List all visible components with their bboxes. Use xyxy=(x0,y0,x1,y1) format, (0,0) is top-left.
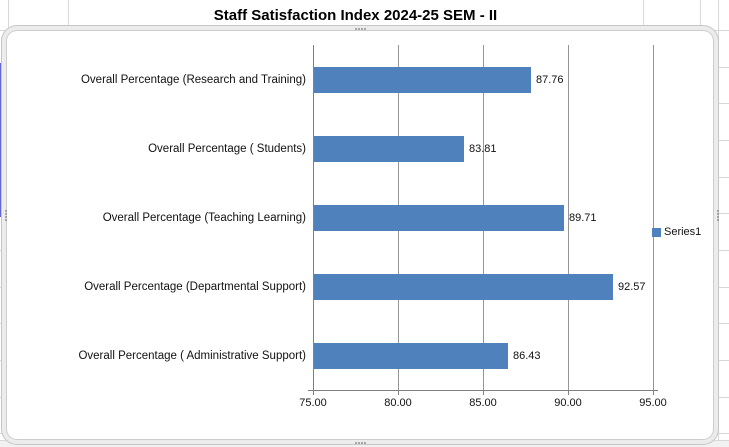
selection-handle-bottom[interactable] xyxy=(354,441,366,445)
category-label: Overall Percentage ( Administrative Supp… xyxy=(78,350,306,362)
value-axis-tick xyxy=(483,390,484,395)
value-axis-tick-label: 90.00 xyxy=(554,397,582,409)
sheet-gridline-col xyxy=(718,0,719,447)
category-label: Overall Percentage (Research and Trainin… xyxy=(80,74,306,86)
data-label: 83.81 xyxy=(469,143,497,155)
value-axis-tick-label: 85.00 xyxy=(469,397,497,409)
value-axis-tick-label: 80.00 xyxy=(384,397,412,409)
chart-gridline xyxy=(568,45,569,390)
selection-handle-left[interactable] xyxy=(4,209,8,221)
data-label: 89.71 xyxy=(569,212,597,224)
value-axis-tick xyxy=(568,390,569,395)
category-label: Overall Percentage (Teaching Learning) xyxy=(102,212,306,224)
data-label: 87.76 xyxy=(536,74,564,86)
bar[interactable] xyxy=(314,343,508,369)
value-axis-tick-label: 95.00 xyxy=(639,397,667,409)
value-axis-tick-label: 75.00 xyxy=(299,397,327,409)
chart-object[interactable]: 87.76 Overall Percentage (Research and Tr… xyxy=(7,31,713,439)
value-axis-tick xyxy=(653,390,654,395)
data-label: 86.43 xyxy=(513,350,541,362)
category-label: Overall Percentage ( Students) xyxy=(148,143,306,155)
cell-chart-title[interactable]: Staff Satisfaction Index 2024-25 SEM - I… xyxy=(213,7,498,24)
value-axis-tick xyxy=(398,390,399,395)
selection-handle-right[interactable] xyxy=(716,209,720,221)
legend-label: Series1 xyxy=(664,226,702,238)
bar[interactable] xyxy=(314,136,464,162)
legend-swatch-icon xyxy=(652,227,661,237)
bar[interactable] xyxy=(314,205,564,231)
chart-gridline xyxy=(653,45,654,390)
bar[interactable] xyxy=(314,67,531,93)
category-axis-line xyxy=(313,45,314,395)
data-label: 92.57 xyxy=(618,281,646,293)
bar[interactable] xyxy=(314,274,613,300)
sheet-gridline-row xyxy=(0,440,729,441)
value-axis-tick xyxy=(313,390,314,395)
selection-handle-top[interactable] xyxy=(354,27,366,31)
source-range-highlight xyxy=(0,63,7,217)
category-label: Overall Percentage (Departmental Support… xyxy=(84,281,306,293)
legend[interactable]: Series1 xyxy=(652,226,701,238)
